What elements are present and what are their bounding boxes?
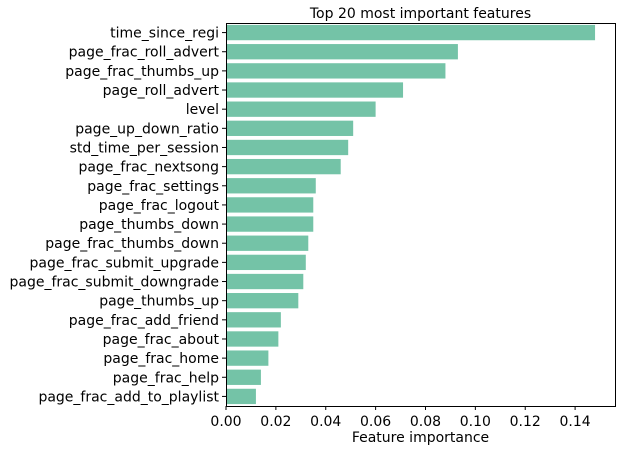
y-tick-label: level bbox=[186, 102, 219, 118]
chart-title: Top 20 most important features bbox=[309, 6, 531, 22]
y-tick-label: page_frac_help bbox=[113, 370, 219, 386]
bar-page_roll_advert bbox=[226, 82, 404, 98]
bar-page_thumbs_up bbox=[226, 293, 299, 309]
bar-page_frac_add_friend bbox=[226, 312, 281, 328]
y-tick-label: page_roll_advert bbox=[103, 83, 220, 99]
x-tick-label: 0.02 bbox=[260, 414, 291, 430]
bar-page_frac_thumbs_down bbox=[226, 235, 309, 251]
x-tick-label: 0.14 bbox=[560, 414, 591, 430]
y-axis-ticks: time_since_regi page_frac_roll_advertpage… bbox=[10, 26, 226, 405]
x-tick-label: 0.10 bbox=[460, 414, 491, 430]
y-tick-label: page_up_down_ratio bbox=[75, 121, 219, 137]
bars-group bbox=[226, 24, 596, 405]
bar-page_up_down_ratio bbox=[226, 120, 354, 136]
y-tick-label: std_time_per_session bbox=[70, 140, 219, 156]
x-axis-label: Feature importance bbox=[352, 430, 489, 446]
x-axis-ticks: 0.00 0.02 0.04 0.06 0.08 0.10 0.12 0.14 bbox=[210, 406, 591, 430]
y-tick-label: page_thumbs_up bbox=[99, 294, 219, 310]
bar-page_frac_submit_downgrade bbox=[226, 273, 304, 290]
y-tick-label: page_frac_logout bbox=[99, 198, 220, 214]
x-tick-label: 0.08 bbox=[410, 414, 441, 430]
plot-frame bbox=[226, 23, 616, 407]
y-tick-label: page_thumbs_down bbox=[79, 217, 219, 233]
y-tick-label: page_frac_add_friend bbox=[69, 313, 219, 329]
y-tick-label: page_frac_thumbs_up bbox=[65, 64, 219, 80]
bar-level bbox=[226, 101, 376, 117]
x-tick-label: 0.00 bbox=[210, 414, 241, 430]
y-tick-label: page_frac_home bbox=[103, 351, 219, 367]
y-tick-label: page_frac_submit_downgrade bbox=[10, 275, 220, 291]
bar-page_frac_about bbox=[226, 331, 279, 347]
bar-page_frac_thumbs_up bbox=[226, 63, 446, 79]
bar-page_frac_submit_upgrade bbox=[226, 254, 306, 271]
y-tick-label: page_frac_add_to_playlist bbox=[38, 389, 219, 405]
bar-page_frac_settings bbox=[226, 178, 316, 194]
y-tick-label: page_frac_submit_upgrade bbox=[30, 255, 219, 271]
y-tick-label: time_since_regi bbox=[110, 26, 219, 42]
y-tick-label: page_frac_roll_advert bbox=[69, 45, 220, 61]
bar-page_frac_logout bbox=[226, 197, 314, 213]
y-tick-label: page_frac_nextsong bbox=[78, 160, 219, 176]
bar-page_frac_add_to_playlist bbox=[226, 388, 256, 405]
bar-page_thumbs_down bbox=[226, 216, 314, 232]
bar-time_since_regi bbox=[226, 24, 596, 41]
bar-page_frac_nextsong bbox=[226, 158, 341, 175]
x-tick-label: 0.06 bbox=[360, 414, 391, 430]
y-tick-label: page_frac_thumbs_down bbox=[45, 236, 219, 252]
y-tick-label: page_frac_settings bbox=[87, 179, 219, 195]
bar-page_frac_roll_advert bbox=[226, 44, 458, 60]
x-tick-label: 0.04 bbox=[310, 414, 341, 430]
bar-page_frac_help bbox=[226, 369, 261, 385]
x-tick-label: 0.12 bbox=[510, 414, 541, 430]
y-tick-label: page_frac_about bbox=[103, 332, 220, 348]
bar-page_frac_home bbox=[226, 350, 269, 366]
bar-std_time_per_session bbox=[226, 139, 349, 156]
